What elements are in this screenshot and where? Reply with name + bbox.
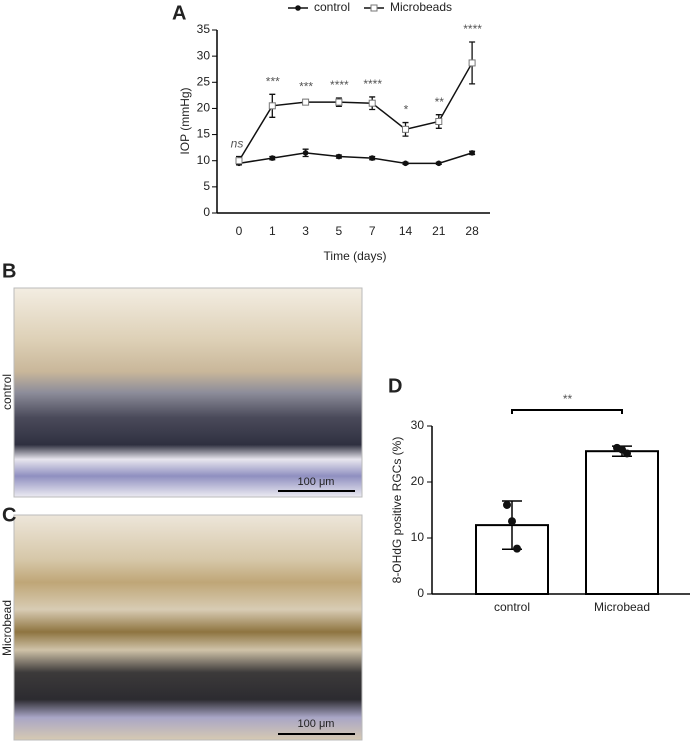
x-tick-label: 14 — [399, 224, 413, 238]
point — [335, 98, 343, 106]
x-tick-label: 21 — [432, 224, 446, 238]
significance: *** — [265, 74, 279, 88]
data-point — [623, 449, 631, 458]
panel-label: B — [2, 260, 16, 282]
data-point — [508, 517, 516, 526]
significance: ** — [562, 392, 572, 406]
x-tick-label: 3 — [302, 224, 309, 238]
x-tick-label: 1 — [269, 224, 276, 238]
legend-label: control — [314, 0, 350, 14]
x-tick-label: 0 — [236, 224, 243, 238]
bar — [585, 450, 659, 596]
significance: ** — [434, 95, 444, 109]
y-tick-label: 0 — [203, 205, 210, 219]
significance: **** — [363, 77, 382, 91]
significance: **** — [330, 78, 349, 92]
data-point — [513, 544, 521, 553]
point — [468, 59, 476, 67]
y-tick-label: 35 — [197, 22, 211, 36]
point — [269, 155, 276, 161]
y-axis-label: 8-OHdG positive RGCs (%) — [390, 437, 404, 584]
significance: ns — [231, 137, 244, 151]
series-line — [238, 152, 473, 165]
point — [268, 102, 276, 110]
y-tick-label: 30 — [411, 418, 425, 432]
point — [235, 157, 243, 165]
point — [435, 118, 443, 125]
y-tick-label: 25 — [197, 74, 211, 88]
point — [436, 160, 442, 167]
point — [402, 125, 409, 133]
histology-image — [13, 287, 363, 498]
y-tick-label: 10 — [197, 153, 211, 167]
y-axis-label: IOP (mmHg) — [178, 87, 192, 154]
significance: * — [403, 103, 408, 117]
histology-image — [13, 514, 363, 741]
point — [402, 160, 409, 167]
point — [369, 155, 376, 161]
point — [302, 150, 309, 156]
legend-marker — [295, 5, 301, 11]
significance-bracket — [511, 409, 623, 414]
x-tick-label: 28 — [465, 224, 479, 238]
side-label: Microbead — [0, 600, 14, 656]
y-tick-label: 0 — [417, 586, 424, 600]
point — [336, 153, 342, 160]
panel-label: D — [388, 375, 402, 397]
y-tick-label: 5 — [203, 179, 210, 193]
x-axis-label: Time (days) — [324, 249, 387, 263]
y-tick-label: 10 — [411, 530, 425, 544]
panel-label: C — [2, 504, 16, 526]
y-tick-label: 30 — [197, 48, 211, 62]
point — [368, 99, 376, 107]
legend-marker — [370, 4, 378, 12]
panel-label: A — [172, 2, 186, 24]
legend-label: Microbeads — [390, 0, 452, 14]
scale-label: 100 μm — [298, 718, 335, 730]
x-tick-label: 7 — [369, 224, 376, 238]
data-point — [503, 500, 511, 509]
x-tick-label: Microbead — [594, 600, 650, 614]
side-label: control — [0, 374, 14, 410]
point — [469, 150, 475, 156]
significance: *** — [299, 80, 313, 94]
x-tick-label: control — [494, 600, 530, 614]
series-line — [238, 62, 473, 162]
y-tick-label: 20 — [197, 101, 211, 115]
scale-label: 100 μm — [298, 476, 335, 488]
point — [302, 98, 310, 106]
significance: **** — [463, 22, 482, 36]
x-tick-label: 5 — [336, 224, 343, 238]
y-tick-label: 20 — [411, 474, 425, 488]
y-tick-label: 15 — [197, 127, 211, 141]
